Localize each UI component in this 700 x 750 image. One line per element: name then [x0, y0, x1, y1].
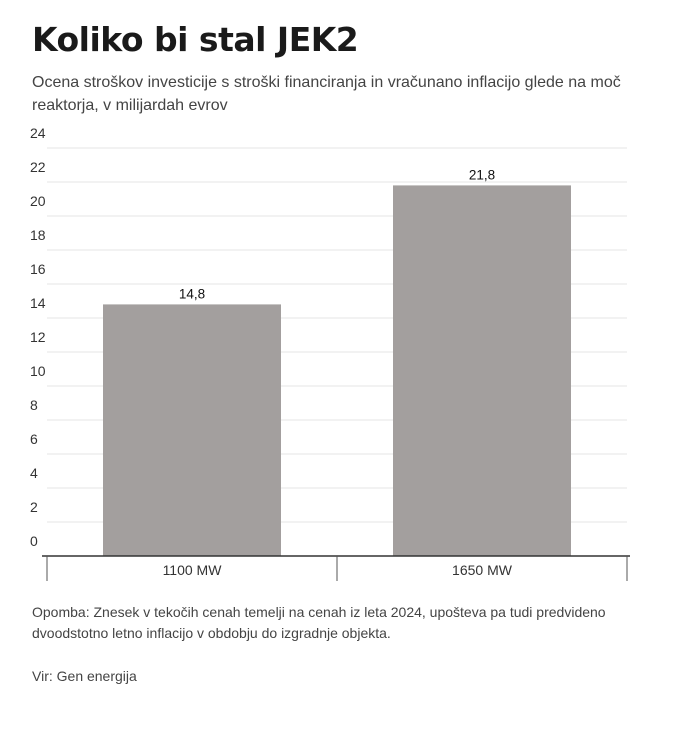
- chart-subtitle: Ocena stroškov investicije s stroški fin…: [32, 74, 621, 114]
- bar-value-label: 14,8: [179, 286, 205, 301]
- source-note: Vir: Gen energija: [32, 668, 137, 684]
- y-tick-label: 6: [30, 431, 38, 447]
- y-tick-label: 10: [30, 363, 46, 379]
- footnote: Opomba: Znesek v tekočih cenah temelji n…: [32, 604, 606, 641]
- y-tick-label: 22: [30, 159, 46, 175]
- y-tick-label: 8: [30, 397, 38, 413]
- y-tick-label: 18: [30, 227, 46, 243]
- bar-1: [393, 185, 571, 556]
- y-tick-label: 24: [30, 125, 46, 141]
- y-tick-label: 20: [30, 193, 46, 209]
- y-tick-label: 12: [30, 329, 46, 345]
- y-tick-label: 16: [30, 261, 46, 277]
- bar-value-label: 21,8: [469, 167, 495, 182]
- x-tick-label: 1100 MW: [163, 562, 223, 578]
- y-tick-label: 14: [30, 295, 46, 311]
- bar-0: [103, 304, 281, 556]
- y-tick-label: 0: [30, 533, 38, 549]
- chart-title: Koliko bi stal JEK2: [32, 20, 359, 59]
- y-tick-label: 4: [30, 465, 38, 481]
- x-tick-label: 1650 MW: [452, 562, 513, 578]
- y-tick-label: 2: [30, 499, 38, 515]
